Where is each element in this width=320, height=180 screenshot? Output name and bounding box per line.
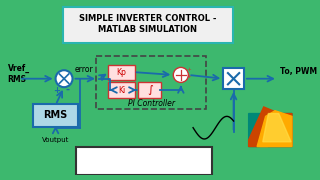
Text: PI Controller: PI Controller — [128, 99, 175, 108]
Circle shape — [173, 67, 188, 82]
FancyBboxPatch shape — [108, 65, 135, 80]
FancyBboxPatch shape — [223, 68, 244, 89]
Text: +: + — [53, 86, 60, 94]
Text: Vref_
RMS: Vref_ RMS — [8, 64, 30, 84]
Polygon shape — [263, 114, 291, 142]
Text: ∫: ∫ — [147, 85, 153, 95]
FancyBboxPatch shape — [33, 104, 78, 127]
Text: -: - — [66, 85, 70, 95]
Text: RMS: RMS — [44, 110, 68, 120]
Text: +: + — [187, 67, 191, 72]
Text: with PI Controller: with PI Controller — [102, 163, 186, 172]
Text: Ki: Ki — [118, 86, 125, 94]
Text: error: error — [75, 65, 93, 74]
Text: Voutput: Voutput — [42, 137, 69, 143]
Text: MATLAB SIMULATION: MATLAB SIMULATION — [98, 25, 197, 34]
Text: Zero steady state error: Zero steady state error — [89, 152, 200, 161]
FancyBboxPatch shape — [76, 147, 212, 175]
Text: SIMPLE INVERTER CONTROL -: SIMPLE INVERTER CONTROL - — [79, 14, 217, 23]
Polygon shape — [249, 107, 292, 147]
FancyBboxPatch shape — [63, 7, 233, 43]
Text: To, PWM: To, PWM — [280, 67, 317, 76]
FancyBboxPatch shape — [139, 82, 161, 98]
FancyBboxPatch shape — [108, 82, 135, 98]
Polygon shape — [249, 114, 292, 147]
Text: Kp: Kp — [116, 68, 126, 77]
Polygon shape — [257, 111, 292, 147]
Text: +: + — [187, 74, 191, 79]
Circle shape — [56, 70, 73, 87]
